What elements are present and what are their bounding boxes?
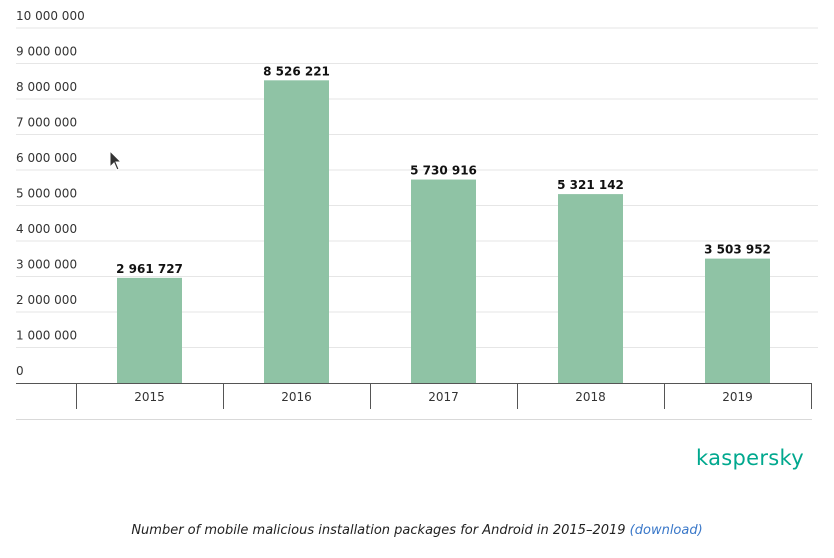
bars [117, 80, 770, 383]
bar-value-labels: 2 961 727 8 526 221 5 730 916 5 321 142 3 50… [116, 64, 771, 276]
y-tick-label: 9 000 000 [16, 45, 77, 59]
y-tick-label: 7 000 000 [16, 116, 77, 130]
bar [117, 277, 182, 383]
y-tick-label: 1 000 000 [16, 329, 77, 343]
x-axis: 2015 2016 2017 2018 2019 [16, 383, 812, 420]
bar-chart: 0 1 000 000 2 000 000 3 000 000 4 000 000 5 0… [16, 9, 818, 420]
y-tick-label: 3 000 000 [16, 258, 77, 272]
x-tick-label: 2016 [281, 390, 312, 404]
bar-value-label: 8 526 221 [263, 64, 330, 78]
x-tick-label: 2018 [575, 390, 606, 404]
bar [264, 80, 329, 383]
y-tick-label: 5 000 000 [16, 187, 77, 201]
chart-caption: Number of mobile malicious installation … [0, 523, 834, 538]
y-tick-label: 10 000 000 [16, 9, 85, 23]
caption-text: Number of mobile malicious installation … [131, 523, 626, 538]
y-tick-label: 0 [16, 364, 24, 378]
bar [558, 194, 623, 383]
y-tick-label: 8 000 000 [16, 80, 77, 94]
y-axis-tick-labels: 0 1 000 000 2 000 000 3 000 000 4 000 000 5 0… [16, 9, 85, 378]
bar [705, 258, 770, 383]
y-tick-label: 6 000 000 [16, 151, 77, 165]
x-tick-label: 2019 [722, 390, 753, 404]
bar-value-label: 2 961 727 [116, 262, 183, 276]
y-tick-label: 2 000 000 [16, 293, 77, 307]
bar-value-label: 5 321 142 [557, 178, 624, 192]
x-tick-label: 2017 [428, 390, 459, 404]
x-tick-label: 2015 [134, 390, 165, 404]
download-link[interactable]: (download) [629, 523, 703, 538]
kaspersky-logo: kaspersky [696, 446, 804, 470]
bar [411, 179, 476, 383]
mouse-pointer-icon [109, 149, 123, 171]
bar-value-label: 5 730 916 [410, 164, 477, 178]
bar-value-label: 3 503 952 [704, 243, 771, 257]
y-tick-label: 4 000 000 [16, 222, 77, 236]
